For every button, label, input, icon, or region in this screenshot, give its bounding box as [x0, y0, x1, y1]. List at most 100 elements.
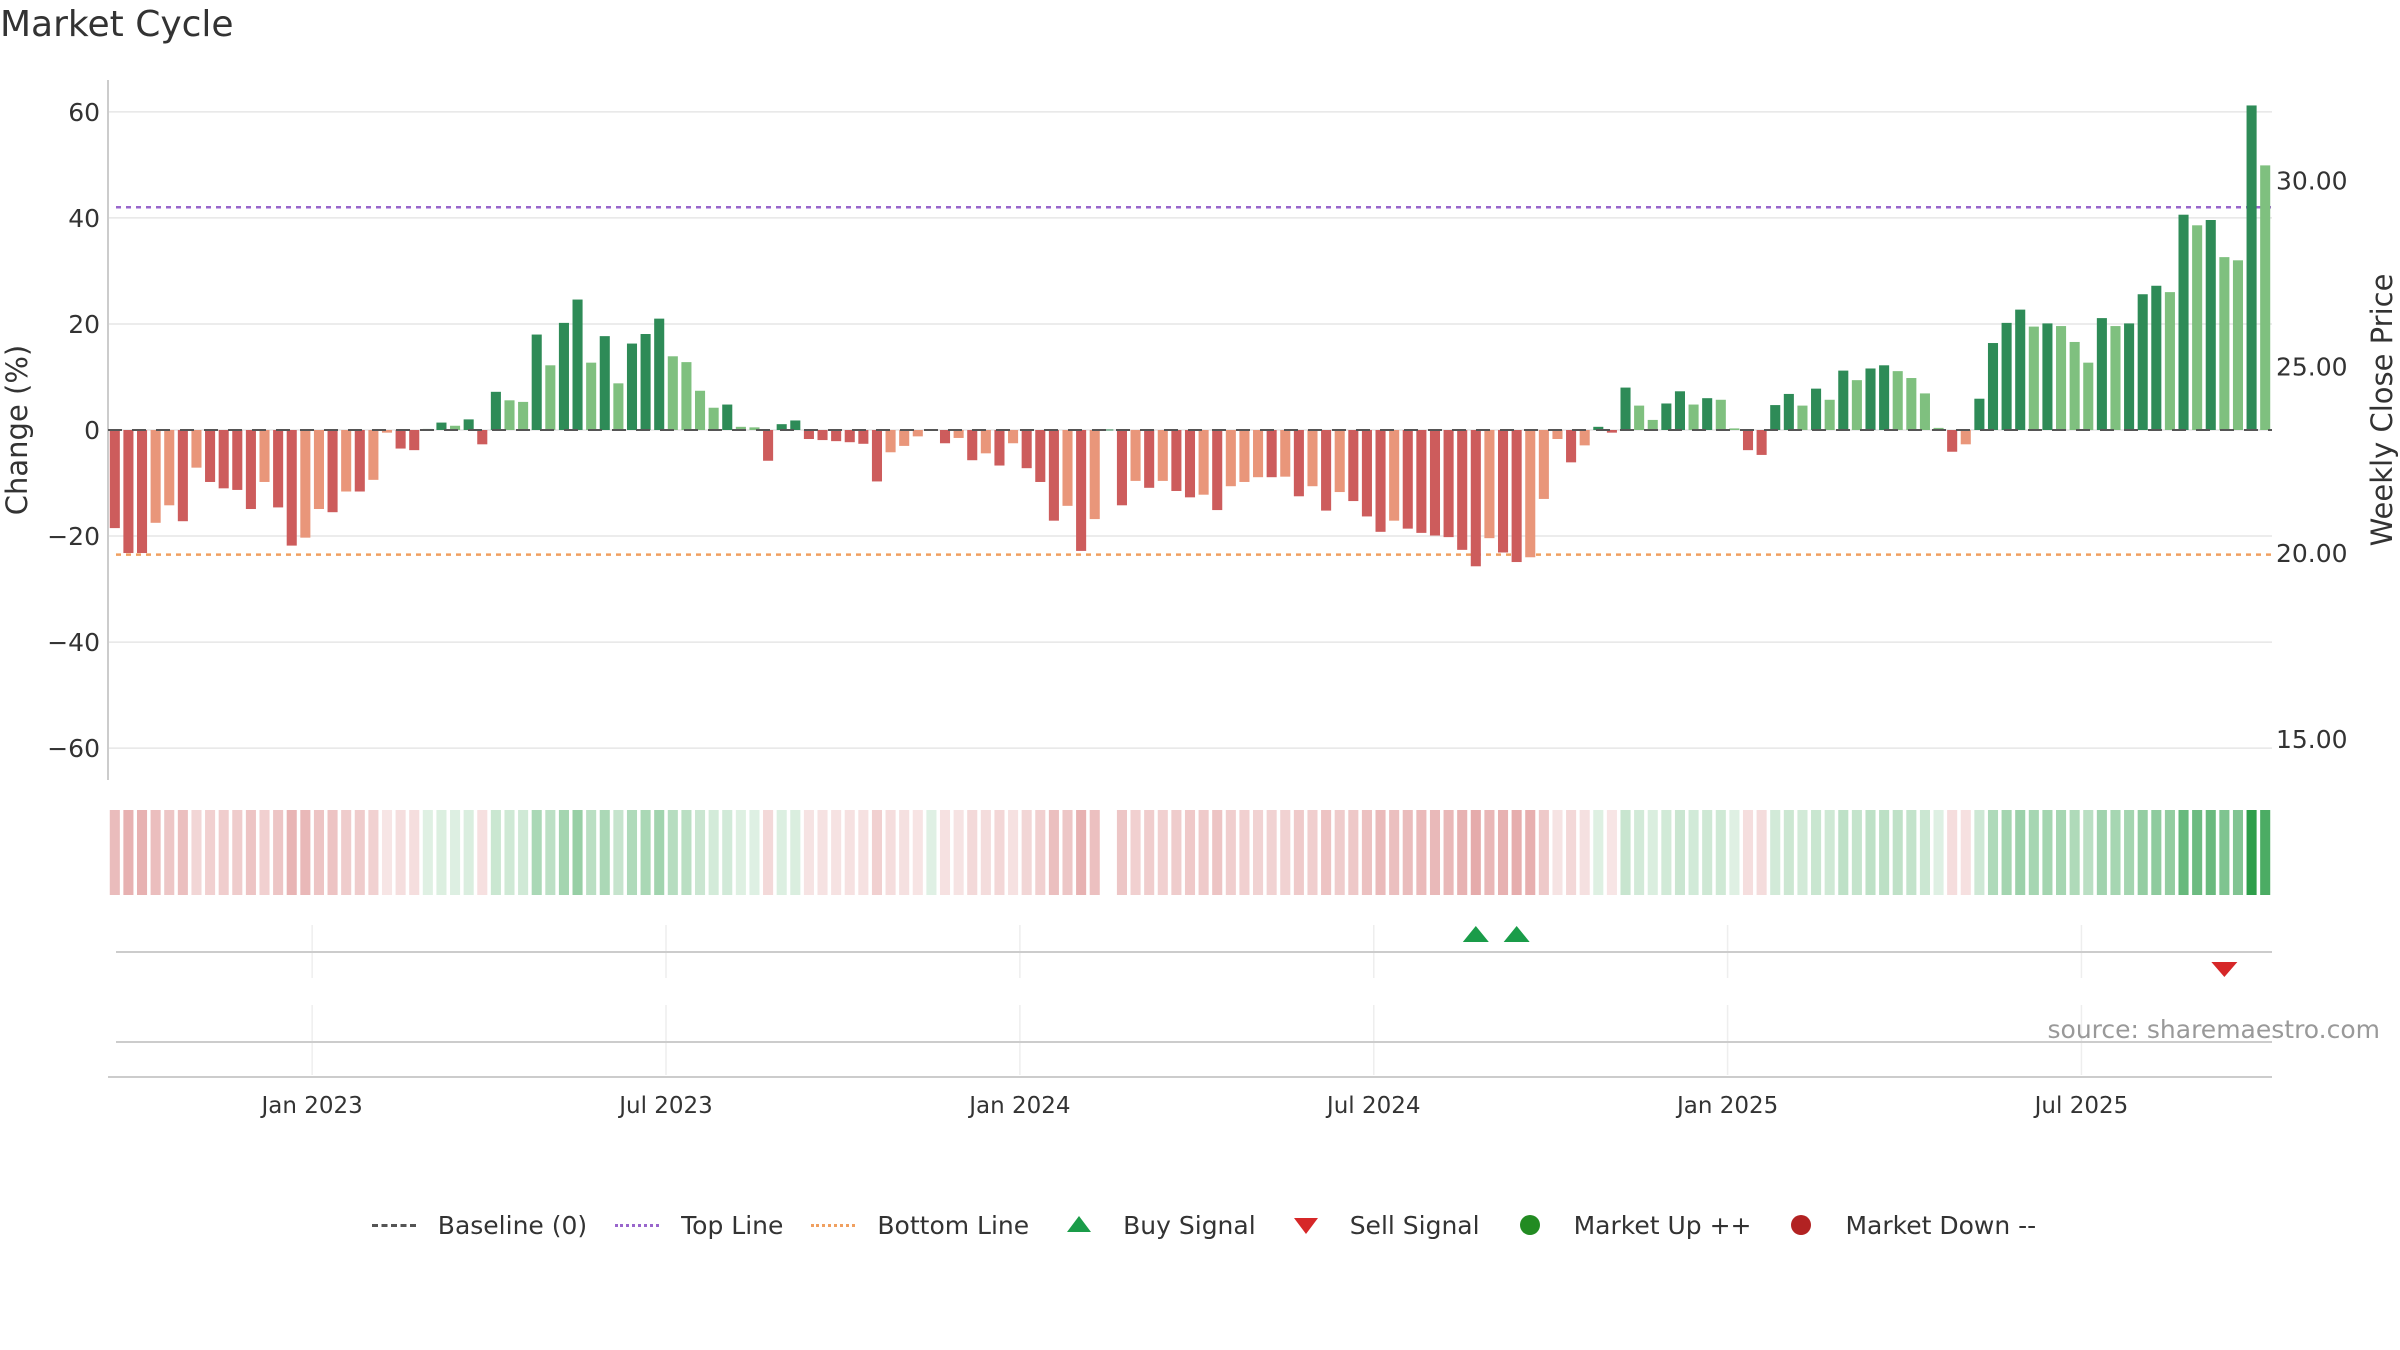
heat-cell — [259, 810, 270, 895]
heat-cell — [1225, 810, 1236, 895]
baseline-swatch — [364, 1213, 424, 1237]
y-tick-label: 40 — [68, 204, 100, 233]
heat-cell — [1266, 810, 1277, 895]
legend-market-up[interactable]: Market Up ++ — [1500, 1210, 1752, 1240]
heat-cell — [450, 810, 461, 895]
heat-cell — [1035, 810, 1046, 895]
heat-cell — [490, 810, 501, 895]
bar — [286, 430, 297, 546]
bar — [586, 362, 597, 430]
bar — [1402, 430, 1413, 529]
buy-signal-marker — [1503, 926, 1530, 942]
bar — [327, 430, 338, 513]
heat-cell — [1021, 810, 1032, 895]
bar — [1416, 430, 1427, 533]
heat-cell — [109, 810, 120, 895]
bar — [1634, 405, 1645, 430]
legend-sell-signal[interactable]: Sell Signal — [1276, 1211, 1480, 1240]
heat-cell — [354, 810, 365, 895]
legend-market-up-label: Market Up ++ — [1573, 1210, 1752, 1240]
market-up-dot-icon — [1500, 1213, 1560, 1237]
chart-legend: Baseline (0) Top Line Bottom Line Buy Si… — [0, 1205, 2400, 1245]
heat-cell — [504, 810, 515, 895]
heat-cell — [1062, 810, 1073, 895]
heat-cell — [205, 810, 216, 895]
bar — [681, 362, 692, 430]
heat-cell — [2232, 810, 2244, 895]
heat-cell — [1811, 810, 1822, 895]
bar — [1647, 419, 1658, 430]
heat-cell — [1348, 810, 1359, 895]
bar — [1919, 393, 1930, 430]
heat-cell — [1402, 810, 1413, 895]
bar — [2069, 341, 2080, 430]
bar — [871, 430, 883, 482]
heat-cell — [1171, 810, 1182, 895]
heat-cell — [885, 810, 896, 895]
bar — [177, 430, 188, 522]
heat-cell — [899, 810, 910, 895]
bar — [1375, 430, 1386, 532]
bar — [885, 430, 896, 453]
bar — [409, 430, 420, 451]
legend-baseline[interactable]: Baseline (0) — [364, 1211, 587, 1240]
bar — [1429, 430, 1441, 536]
y-tick-label: 20 — [68, 310, 100, 339]
legend-buy-signal[interactable]: Buy Signal — [1049, 1211, 1256, 1240]
heat-cell — [1906, 810, 1917, 895]
bar — [1266, 430, 1277, 478]
bar — [1974, 398, 1985, 430]
bar — [2205, 220, 2216, 430]
legend-market-down[interactable]: Market Down -- — [1771, 1211, 2036, 1240]
legend-top-line[interactable]: Top Line — [607, 1211, 783, 1240]
heat-cell — [1280, 810, 1291, 895]
heat-cell — [1429, 810, 1441, 895]
heat-cell — [735, 810, 746, 895]
bar — [232, 430, 243, 490]
bar — [1770, 405, 1781, 430]
heat-cell — [123, 810, 134, 895]
legend-bottom-line[interactable]: Bottom Line — [803, 1211, 1029, 1240]
heat-cell — [613, 810, 624, 895]
heat-cell — [1048, 810, 1059, 895]
heat-cell — [1470, 810, 1481, 895]
bar — [136, 430, 148, 554]
heat-cell — [1076, 810, 1087, 895]
heat-cell — [1892, 810, 1903, 895]
y-tick-label: −20 — [47, 522, 100, 551]
y-tick-label: −40 — [47, 628, 100, 657]
bar — [1021, 430, 1032, 469]
bar — [1715, 399, 1726, 430]
y2-tick-label: 25.00 — [2276, 353, 2348, 382]
bar — [1674, 391, 1685, 430]
heat-cell — [858, 810, 869, 895]
heat-cell — [1620, 810, 1631, 895]
heat-cell — [1933, 810, 1944, 895]
heat-cell — [1253, 810, 1264, 895]
bar — [912, 430, 923, 437]
bar — [749, 427, 760, 430]
heat-cell — [2164, 810, 2175, 895]
top-line-swatch — [607, 1213, 667, 1237]
bar — [2232, 260, 2244, 430]
heat-cell — [939, 810, 951, 895]
bar — [1688, 404, 1699, 430]
bar — [1933, 427, 1944, 430]
bar — [2219, 257, 2230, 430]
bar — [599, 336, 610, 430]
heat-cell — [695, 810, 706, 895]
bar — [2164, 292, 2175, 430]
buy-signal-marker — [1462, 926, 1489, 942]
heat-cell — [763, 810, 774, 895]
bar — [205, 430, 216, 482]
y-tick-label: −60 — [47, 734, 100, 763]
bar — [953, 430, 964, 438]
legend-top-line-label: Top Line — [681, 1210, 784, 1240]
heat-cell — [341, 810, 352, 895]
bar — [613, 383, 624, 430]
bar — [381, 430, 393, 433]
heat-cell — [1457, 810, 1468, 895]
heat-cell — [286, 810, 297, 895]
heat-cell — [150, 810, 161, 895]
legend-market-down-label: Market Down -- — [1845, 1210, 2037, 1240]
